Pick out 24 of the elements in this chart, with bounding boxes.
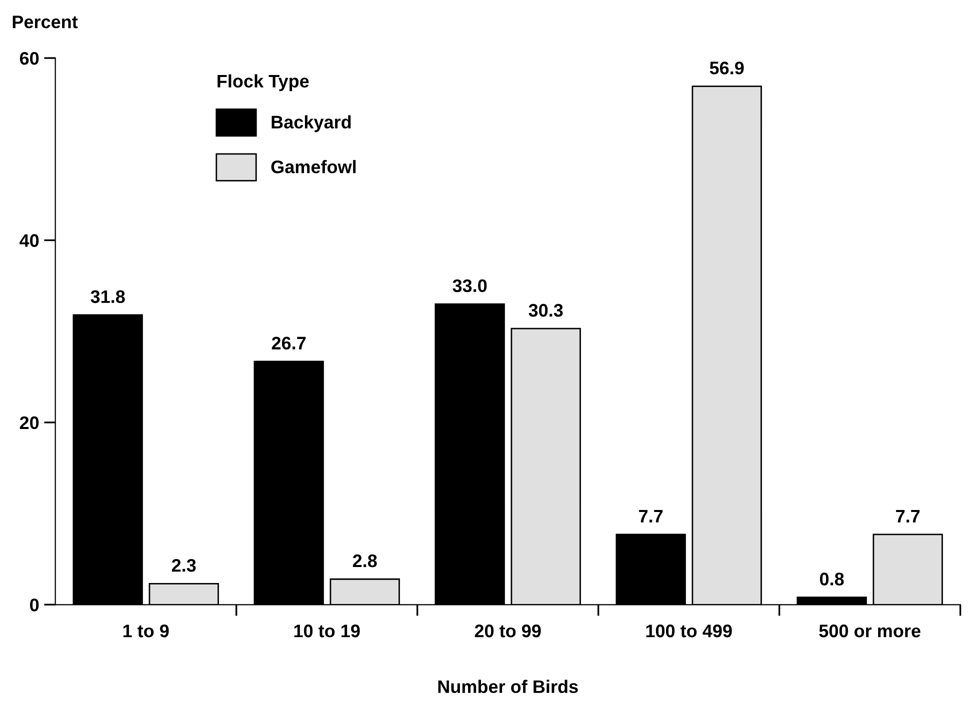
legend-label: Gamefowl <box>271 160 356 174</box>
x-tick-label: 20 to 99 <box>474 624 541 638</box>
legend-label: Backyard <box>272 115 351 132</box>
x-tick-label: 100 to 499 <box>646 624 732 638</box>
data-label: 7.7 <box>896 510 920 522</box>
y-tick-label: 60 <box>20 52 39 65</box>
data-label: 31.8 <box>90 290 125 304</box>
y-tick-label: 20 <box>20 416 39 430</box>
legend-title: Flock Type <box>218 74 309 92</box>
data-label: 33.0 <box>452 279 487 292</box>
x-tick-label: 1 to 9 <box>123 624 169 638</box>
x-tick-label: 500 or more <box>819 624 920 638</box>
y-axis-title: Percent <box>12 16 78 28</box>
data-label: 56.9 <box>710 62 744 74</box>
data-label: 30.3 <box>528 304 563 317</box>
y-tick-label: 0 <box>30 598 39 612</box>
data-label: 7.7 <box>639 510 663 522</box>
data-label: 2.8 <box>352 554 377 568</box>
data-label: 26.7 <box>272 336 306 350</box>
data-label: 2.3 <box>172 558 196 572</box>
x-tick-label: 10 to 19 <box>294 624 360 638</box>
y-tick-label: 40 <box>20 234 39 247</box>
data-label: 0.8 <box>820 572 844 586</box>
x-axis-title: Number of Birds <box>438 680 578 694</box>
